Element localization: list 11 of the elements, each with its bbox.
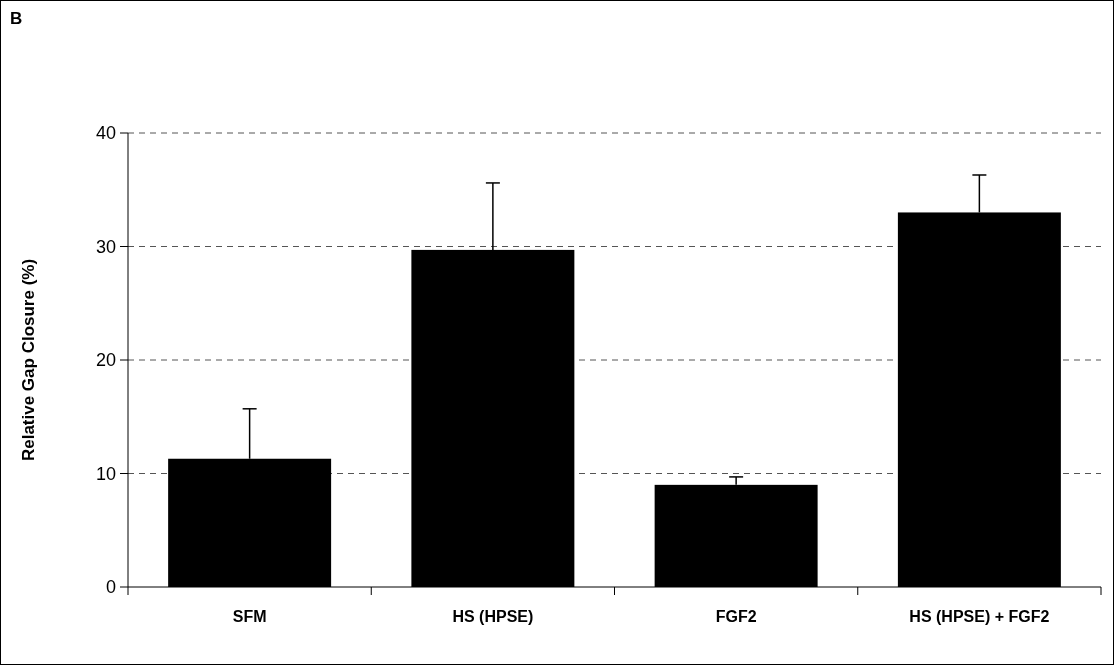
x-tick-label: HS (HPSE) + FGF2: [909, 608, 1050, 625]
chart-title: B: [10, 9, 23, 28]
y-tick-label: 0: [105, 577, 116, 598]
y-tick-label: 30: [95, 236, 116, 257]
x-tick-label: HS (HPSE): [452, 608, 534, 625]
x-tick-label: FGF2: [715, 608, 757, 625]
y-axis-title: Relative Gap Closure (%): [19, 258, 38, 462]
y-tick-label: 40: [95, 123, 116, 144]
x-tick-label: SFM: [232, 608, 267, 625]
y-tick-label: 20: [95, 350, 116, 371]
y-tick-label: 10: [95, 463, 116, 484]
